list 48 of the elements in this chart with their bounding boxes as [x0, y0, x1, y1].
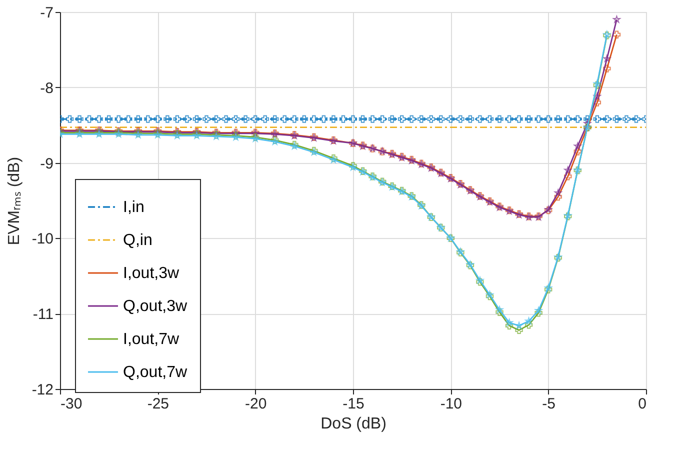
x-tick-label: -5 — [542, 396, 556, 412]
x-tick-label: -15 — [342, 396, 364, 412]
point — [593, 92, 601, 100]
legend-label: I,out,3w — [123, 265, 180, 282]
point — [515, 326, 523, 334]
legend-label: I,in — [123, 199, 144, 216]
legend-label: Q,out,7w — [123, 364, 188, 381]
point — [534, 308, 542, 317]
point — [593, 98, 602, 106]
point — [534, 306, 542, 314]
point — [603, 54, 611, 62]
y-tick-label: -7 — [40, 4, 54, 22]
point — [544, 286, 552, 294]
point — [506, 318, 513, 326]
point — [574, 142, 582, 150]
point — [476, 278, 484, 286]
point — [554, 192, 562, 201]
y-axis-title: EVMᵣₘₛ (dB) — [6, 156, 23, 246]
point — [564, 172, 572, 180]
point — [525, 317, 532, 324]
legend-label: I,out,7w — [123, 331, 180, 348]
point — [505, 322, 514, 330]
point — [612, 30, 621, 38]
y-tick-label: -11 — [32, 306, 54, 324]
point — [486, 290, 494, 298]
x-tick-label: -25 — [147, 396, 170, 412]
x-tick-label: 0 — [638, 396, 646, 412]
point — [524, 321, 533, 329]
y-tick-label: -12 — [32, 382, 54, 398]
y-tick-label: -10 — [32, 230, 54, 248]
point — [496, 308, 504, 316]
point — [574, 148, 582, 156]
x-axis-title: DoS (dB) — [320, 416, 386, 432]
point — [593, 81, 602, 89]
x-tick-label: -10 — [440, 396, 462, 412]
legend-label: Q,in — [123, 232, 152, 249]
y-tick-label: -8 — [40, 80, 54, 97]
point — [613, 16, 620, 23]
point — [554, 189, 562, 196]
x-tick-label: -30 — [60, 396, 82, 412]
point — [486, 292, 494, 300]
y-tick-label: -9 — [40, 155, 54, 172]
x-tick-label: -20 — [244, 396, 267, 412]
point — [496, 306, 504, 314]
point — [515, 322, 523, 329]
point — [603, 64, 611, 72]
point — [564, 166, 572, 174]
legend-label: Q,out,3w — [123, 298, 188, 315]
